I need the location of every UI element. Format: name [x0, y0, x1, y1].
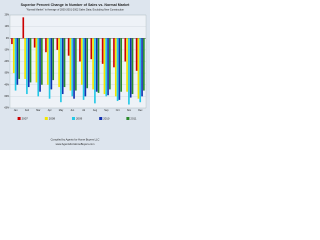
y-tick-label: 0%	[6, 38, 9, 40]
x-tick-label: Jun	[70, 109, 75, 112]
bar	[71, 38, 74, 97]
legend-swatch	[72, 117, 75, 120]
bar	[94, 38, 96, 104]
y-tick-label: 10%	[5, 26, 10, 28]
bar	[22, 17, 25, 39]
x-tick-label: Jul	[82, 109, 86, 112]
legend-swatch	[126, 117, 130, 120]
bar	[61, 38, 64, 95]
bar	[128, 38, 130, 105]
bar	[131, 38, 134, 95]
bar	[27, 38, 30, 88]
legend-label: 2008	[49, 116, 56, 120]
bar	[141, 38, 143, 97]
y-tick-label: -20%	[4, 61, 9, 63]
legend-swatch	[44, 117, 48, 120]
bar	[135, 38, 138, 71]
bar	[26, 38, 28, 95]
bar	[86, 38, 89, 89]
y-tick-label: -60%	[4, 108, 9, 110]
x-tick-label: May	[59, 109, 64, 112]
x-tick-label: Dec	[138, 109, 143, 112]
chart-title: Superior Percent Change in Number of Sal…	[21, 3, 130, 7]
bar	[48, 38, 51, 99]
y-tick-label: -10%	[4, 49, 9, 51]
legend-label: 2011	[130, 116, 136, 120]
bar	[79, 38, 81, 62]
legend-label: 2009	[76, 116, 83, 120]
bar	[58, 38, 60, 88]
bar	[124, 38, 127, 62]
bar	[56, 38, 59, 50]
bar	[33, 38, 36, 48]
bar	[46, 38, 49, 85]
page: Superior Percent Change in Number of Sal…	[0, 0, 150, 150]
bar	[118, 38, 121, 100]
x-tick-label: Oct	[116, 109, 120, 112]
bar	[103, 38, 106, 95]
legend-swatch	[17, 117, 21, 120]
y-tick-label: -40%	[4, 84, 9, 86]
bar	[60, 38, 62, 103]
bar	[45, 38, 47, 53]
bar	[82, 38, 85, 100]
bar	[80, 38, 83, 85]
bar	[90, 38, 93, 60]
legend-swatch	[99, 117, 103, 120]
bar	[50, 38, 53, 90]
bar	[84, 38, 87, 97]
bar	[129, 38, 132, 98]
y-tick-label: -50%	[4, 96, 9, 98]
bar	[24, 38, 26, 79]
footer-text: www.AgentsForHomeBuyers.com	[56, 142, 95, 146]
x-tick-label: Apr	[48, 109, 52, 112]
bar	[29, 38, 32, 83]
bar	[137, 38, 140, 99]
bar	[139, 38, 142, 103]
bar	[143, 38, 145, 91]
bar	[52, 38, 55, 81]
bar	[18, 38, 21, 79]
x-tick-label: Sep	[104, 109, 109, 112]
x-tick-label: Jan	[14, 109, 19, 112]
bar	[16, 38, 19, 85]
bar	[114, 38, 117, 97]
bar	[39, 38, 41, 92]
x-tick-label: Aug	[93, 109, 98, 112]
legend-label: 2010	[103, 116, 110, 120]
bar	[69, 38, 72, 91]
bar	[109, 38, 111, 90]
bar	[35, 38, 38, 83]
x-tick-label: Feb	[25, 109, 30, 112]
bar	[12, 38, 15, 74]
chart: Superior Percent Change in Number of Sal…	[0, 0, 150, 150]
bar	[14, 38, 17, 91]
legend-label: 2007	[22, 116, 29, 120]
bar	[116, 38, 119, 102]
bar	[75, 38, 77, 91]
footer-text: Compiled by Agents for Home Buyers LLC	[51, 138, 100, 142]
x-tick-label: Nov	[127, 109, 132, 112]
y-tick-label: 20%	[5, 15, 10, 17]
bar	[113, 38, 115, 68]
bar	[41, 38, 43, 85]
bar	[73, 38, 75, 99]
x-tick-label: Mar	[36, 109, 40, 112]
bar	[120, 38, 123, 92]
bar	[67, 38, 70, 56]
bar	[37, 38, 40, 97]
bar	[97, 38, 100, 93]
bar	[63, 38, 66, 88]
bar	[101, 38, 104, 64]
bar	[105, 38, 108, 97]
bar	[11, 38, 13, 45]
bar	[126, 38, 128, 92]
y-tick-label: -30%	[4, 73, 9, 75]
bar	[92, 38, 94, 90]
bar	[95, 38, 98, 92]
bar	[107, 38, 109, 96]
chart-subtitle: "Normal Market" is Average of 2000-2001-…	[26, 9, 125, 12]
